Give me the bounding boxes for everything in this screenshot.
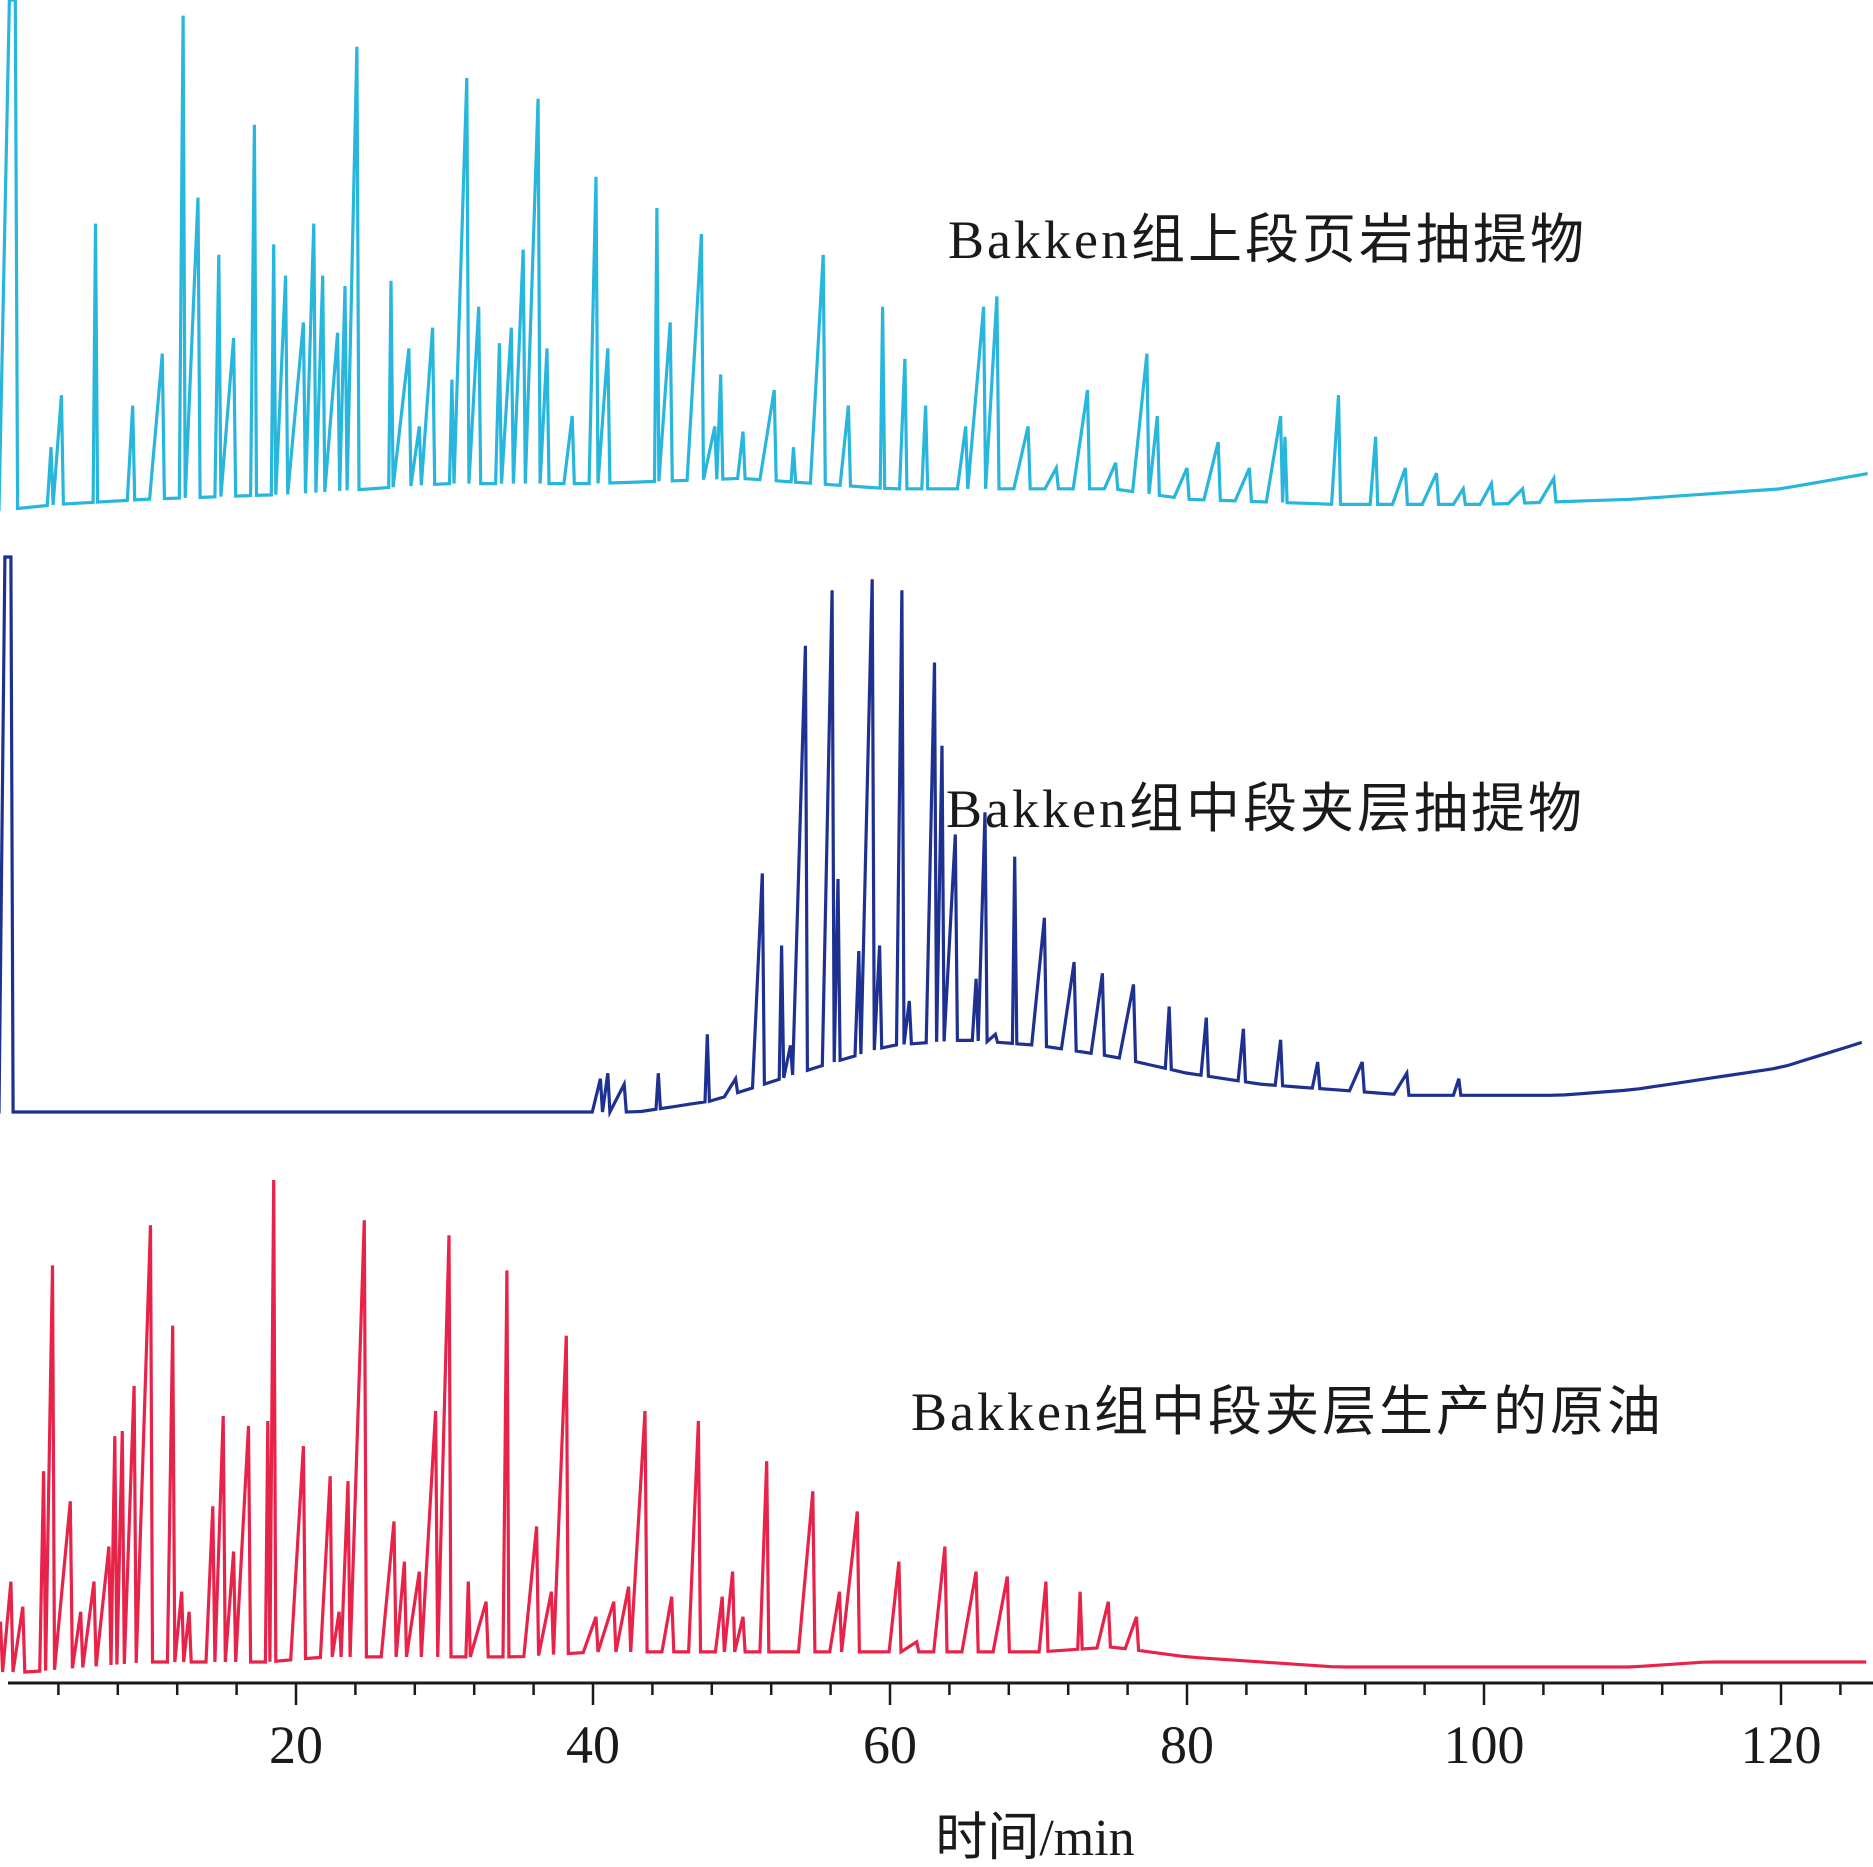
series-trace-2 xyxy=(0,555,1863,1118)
x-tick-label: 100 xyxy=(1444,1715,1525,1775)
x-tick-label: 80 xyxy=(1160,1715,1214,1775)
trace-group xyxy=(0,0,1868,1674)
x-tick-label: 20 xyxy=(269,1715,323,1775)
x-tick-label: 60 xyxy=(863,1715,917,1775)
series-label-produced-oil: Bakken组中段夹层生产的原油 xyxy=(911,1382,1664,1442)
series-label-upper-shale: Bakken组上段页岩抽提物 xyxy=(948,210,1587,270)
series-trace-1 xyxy=(0,0,1868,512)
series-label-middle-extract: Bakken组中段夹层抽提物 xyxy=(946,779,1585,839)
x-tick-label: 120 xyxy=(1741,1715,1822,1775)
series-trace-3 xyxy=(0,1179,1867,1674)
x-tick-label: 40 xyxy=(566,1715,620,1775)
x-axis-title: 时间/min xyxy=(935,1810,1134,1867)
x-axis-ticks: 20 40 60 80 100 120 xyxy=(57,1683,1842,1775)
